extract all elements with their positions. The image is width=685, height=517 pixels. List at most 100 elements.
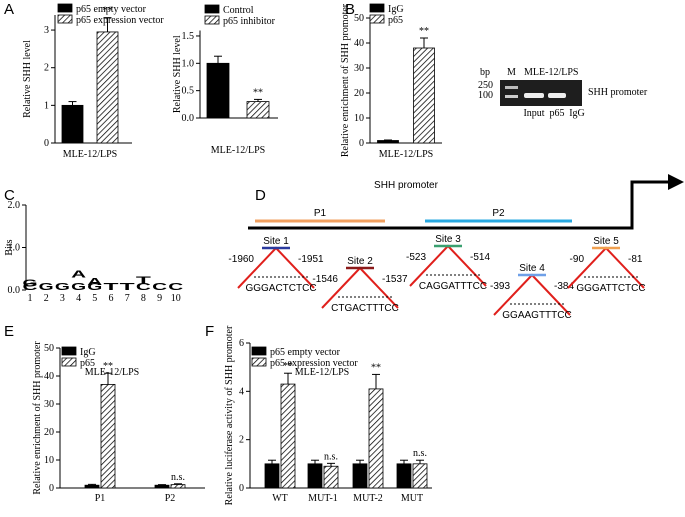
panel-label: C [4,187,15,204]
bar [413,47,435,144]
region-label: P1 [314,208,327,219]
gel-band [505,95,518,98]
diagram-title: SHH promoter [374,180,439,191]
y-tick-label: 40 [44,371,54,382]
gel-band [505,86,518,89]
bar [154,484,170,489]
x-tick-label: MLE-12/LPS [211,145,265,156]
logo-letter: C [168,282,183,293]
site-end: -514 [470,252,490,263]
y-tick-label: 0 [44,138,49,149]
bar [323,465,339,489]
bar [280,383,296,489]
y-axis-label: Relative SHH level [172,35,183,113]
bar [84,484,100,489]
y-tick-label: 0 [359,138,364,149]
y-tick-label: 30 [354,63,364,74]
site-label: Site 3 [435,234,461,245]
logo-letter: G [39,282,54,293]
legend-swatch [57,3,73,13]
x-tick-label: MLE-12/LPS [379,149,433,160]
y-tick-label: 1.5 [182,31,195,42]
x-tick-label: P1 [95,493,106,504]
panel-label: E [4,323,14,340]
bar [396,463,412,489]
gel-marker: 250 [478,80,493,91]
significance-label: n.s. [324,451,338,462]
gel-lane: Input [523,108,544,119]
gel-marker: 100 [478,90,493,101]
x-tick-label: P2 [165,493,176,504]
y-tick-label: 4 [239,386,244,397]
y-tick-label: 0.0 [8,285,21,296]
significance-label: n.s. [171,472,185,483]
site-start: -90 [570,254,585,265]
chart-subtitle: MLE-12/LPS [85,367,139,378]
bar [352,463,368,489]
y-tick-label: 10 [44,455,54,466]
bar [412,463,428,489]
y-tick-label: 0 [239,483,244,494]
panel-label: B [345,1,355,18]
logo-letter: G [23,279,38,290]
legend-label: p65 expression vector [76,15,164,26]
logo-letter: A [71,269,86,280]
bar [170,484,186,489]
gel-group: MLE-12/LPS [524,67,578,78]
legend-swatch [61,346,77,356]
y-tick-label: 40 [354,38,364,49]
site-end: -81 [628,254,643,265]
legend-label: p65 empty vector [270,347,341,358]
x-tick-label: 5 [92,293,97,304]
y-axis-label: Relative enrichment of SHH promoter [32,341,43,495]
significance-label: ** [283,361,293,372]
site-sequence: GGGACTCTCC [245,283,316,294]
gel-lane: M [507,67,516,78]
bar [61,104,84,144]
significance-label: ** [103,361,113,372]
legend-label: p65 [388,15,403,26]
bar [377,140,399,144]
site-start: -1546 [312,274,338,285]
x-tick-label: MUT [401,493,423,504]
bar [246,101,270,119]
legend-swatch [57,14,73,24]
x-tick-label: MUT-2 [353,493,383,504]
legend-swatch [369,14,385,24]
panel-label: F [205,323,214,340]
gel: bp 250 100 M MLE-12/LPS Input p65 IgG SH… [478,67,648,119]
y-tick-label: 3 [44,25,49,36]
site-label: Site 5 [593,236,619,247]
y-tick-label: 20 [354,88,364,99]
x-tick-label: 1 [28,293,33,304]
y-tick-label: 2.0 [8,200,21,211]
y-tick-label: 50 [354,13,364,24]
significance-label: ** [253,87,263,98]
x-tick-label: WT [272,493,288,504]
legend-label: p65 inhibitor [223,16,276,27]
x-tick-label: 10 [171,293,181,304]
bar [368,388,384,489]
gel-unit: bp [480,67,490,78]
y-tick-label: 0.5 [182,86,195,97]
significance-label: ** [371,362,381,373]
bar [307,463,323,489]
x-tick-label: 6 [109,293,114,304]
site-start: -1960 [228,254,254,265]
legend-label: p65 expression vector [270,358,358,369]
site-sequence: CTGACTTTCC [331,303,399,314]
y-tick-label: 2 [239,435,244,446]
logo-letter: T [104,282,119,293]
bar [96,31,119,144]
logo-letter: G [55,282,70,293]
site-end: -1537 [382,274,408,285]
legend-swatch [251,346,267,356]
x-tick-label: 3 [60,293,65,304]
legend-swatch [204,4,220,14]
x-tick-label: 8 [141,293,146,304]
legend-label: p65 [80,358,95,369]
y-tick-label: 2 [44,63,49,74]
site-sequence: GGGATTCTCC [576,283,645,294]
y-axis-label: Relative SHH level [22,40,33,118]
y-tick-label: 30 [44,399,54,410]
